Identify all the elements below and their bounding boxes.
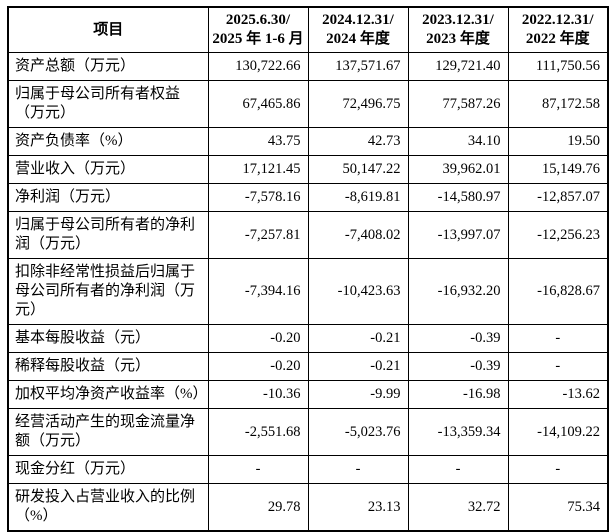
cell-value: -13,997.07 <box>407 211 509 259</box>
cell-value: 72,496.75 <box>307 80 409 128</box>
cell-value: -16.98 <box>407 380 509 409</box>
table-row-net-profit: 净利润（万元） -7,578.16 -8,619.81 -14,580.97 -… <box>7 183 609 212</box>
row-label: 扣除非经常性损益后归属于母公司所有者的净利润（万元） <box>7 258 209 325</box>
cell-value: 87,172.58 <box>507 80 609 128</box>
cell-value: 77,587.26 <box>407 80 509 128</box>
cell-value: - <box>307 455 409 484</box>
row-label: 资产负债率（%） <box>7 127 209 156</box>
cell-value: 15,149.76 <box>507 155 609 184</box>
table-row-operating-cash-flow: 经营活动产生的现金流量净额（万元） -2,551.68 -5,023.76 -1… <box>7 408 609 456</box>
cell-value: 43.75 <box>207 127 309 156</box>
cell-value: 67,465.86 <box>207 80 309 128</box>
table-row-parent-equity: 归属于母公司所有者权益（万元） 67,465.86 72,496.75 77,5… <box>7 80 609 128</box>
table-row-diluted-eps: 稀释每股收益（元） -0.20 -0.21 -0.39 - <box>7 352 609 381</box>
financial-summary-table: 项目 2025.6.30/ 2025 年 1-6 月 2024.12.31/ 2… <box>7 6 609 532</box>
cell-value: 111,750.56 <box>507 52 609 81</box>
cell-value: -7,394.16 <box>207 258 309 325</box>
row-label: 净利润（万元） <box>7 183 209 212</box>
row-label: 经营活动产生的现金流量净额（万元） <box>7 408 209 456</box>
cell-value: -7,408.02 <box>307 211 409 259</box>
cell-value: -7,257.81 <box>207 211 309 259</box>
column-header-period-2024: 2024.12.31/ 2024 年度 <box>307 6 409 53</box>
cell-value: -10.36 <box>207 380 309 409</box>
cell-value: -0.21 <box>307 352 409 381</box>
table-row-basic-eps: 基本每股收益（元） -0.20 -0.21 -0.39 - <box>7 324 609 353</box>
table-row-cash-dividend: 现金分红（万元） - - - - <box>7 455 609 484</box>
cell-value: 130,722.66 <box>207 52 309 81</box>
table-row-rd-revenue-ratio: 研发投入占营业收入的比例（%） 29.78 23.13 32.72 75.34 <box>7 483 609 532</box>
cell-value: -8,619.81 <box>307 183 409 212</box>
row-label: 稀释每股收益（元） <box>7 352 209 381</box>
table-row-debt-ratio: 资产负债率（%） 43.75 42.73 34.10 19.50 <box>7 127 609 156</box>
cell-value: -0.39 <box>407 352 509 381</box>
cell-value: - <box>407 455 509 484</box>
row-label: 归属于母公司所有者权益（万元） <box>7 80 209 128</box>
cell-value: -14,109.22 <box>507 408 609 456</box>
cell-value: 39,962.01 <box>407 155 509 184</box>
cell-value: -13.62 <box>507 380 609 409</box>
cell-value: 17,121.45 <box>207 155 309 184</box>
table-row-revenue: 营业收入（万元） 17,121.45 50,147.22 39,962.01 1… <box>7 155 609 184</box>
cell-value: -0.20 <box>207 352 309 381</box>
cell-value: - <box>507 455 609 484</box>
table-header-row: 项目 2025.6.30/ 2025 年 1-6 月 2024.12.31/ 2… <box>7 6 609 53</box>
row-label: 加权平均净资产收益率（%） <box>7 380 209 409</box>
row-label: 归属于母公司所有者的净利润（万元） <box>7 211 209 259</box>
column-header-period-2025: 2025.6.30/ 2025 年 1-6 月 <box>207 6 309 53</box>
cell-value: 23.13 <box>307 483 409 532</box>
cell-value: -13,359.34 <box>407 408 509 456</box>
row-label: 基本每股收益（元） <box>7 324 209 353</box>
cell-value: 32.72 <box>407 483 509 532</box>
cell-value: 50,147.22 <box>307 155 409 184</box>
table-row-parent-net-profit: 归属于母公司所有者的净利润（万元） -7,257.81 -7,408.02 -1… <box>7 211 609 259</box>
cell-value: -0.20 <box>207 324 309 353</box>
cell-value: -14,580.97 <box>407 183 509 212</box>
table-row-total-assets: 资产总额（万元） 130,722.66 137,571.67 129,721.4… <box>7 52 609 81</box>
cell-value: -12,857.07 <box>507 183 609 212</box>
cell-value: 29.78 <box>207 483 309 532</box>
column-header-period-2023: 2023.12.31/ 2023 年度 <box>407 6 509 53</box>
cell-value: -12,256.23 <box>507 211 609 259</box>
cell-value: - <box>507 352 609 381</box>
cell-value: 137,571.67 <box>307 52 409 81</box>
cell-value: -0.21 <box>307 324 409 353</box>
cell-value: -5,023.76 <box>307 408 409 456</box>
cell-value: -2,551.68 <box>207 408 309 456</box>
column-header-period-2022: 2022.12.31/ 2022 年度 <box>507 6 609 53</box>
row-label: 现金分红（万元） <box>7 455 209 484</box>
cell-value: - <box>507 324 609 353</box>
cell-value: -7,578.16 <box>207 183 309 212</box>
row-label: 营业收入（万元） <box>7 155 209 184</box>
cell-value: - <box>207 455 309 484</box>
table-row-weighted-roe: 加权平均净资产收益率（%） -10.36 -9.99 -16.98 -13.62 <box>7 380 609 409</box>
cell-value: 129,721.40 <box>407 52 509 81</box>
table-row-net-profit-excl-nonrecurring: 扣除非经常性损益后归属于母公司所有者的净利润（万元） -7,394.16 -10… <box>7 258 609 325</box>
cell-value: -16,828.67 <box>507 258 609 325</box>
cell-value: -10,423.63 <box>307 258 409 325</box>
column-header-item: 项目 <box>7 6 209 53</box>
cell-value: 75.34 <box>507 483 609 532</box>
cell-value: 19.50 <box>507 127 609 156</box>
row-label: 研发投入占营业收入的比例（%） <box>7 483 209 532</box>
cell-value: -0.39 <box>407 324 509 353</box>
cell-value: 34.10 <box>407 127 509 156</box>
row-label: 资产总额（万元） <box>7 52 209 81</box>
cell-value: -16,932.20 <box>407 258 509 325</box>
cell-value: 42.73 <box>307 127 409 156</box>
cell-value: -9.99 <box>307 380 409 409</box>
